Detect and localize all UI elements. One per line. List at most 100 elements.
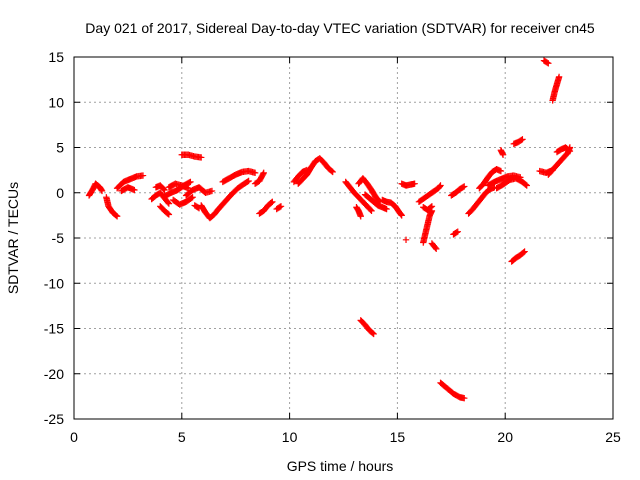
data-track <box>549 73 563 104</box>
x-tick-label: 10 <box>282 429 298 445</box>
data-point <box>113 213 121 220</box>
data-point <box>565 147 573 154</box>
data-track <box>342 178 375 215</box>
data-point <box>437 182 444 189</box>
data-track <box>290 166 311 186</box>
data-track <box>361 191 390 213</box>
data-point <box>544 59 551 66</box>
data-point <box>161 186 168 194</box>
grid-lines <box>74 57 613 419</box>
data-point <box>329 168 336 176</box>
data-track <box>152 182 168 194</box>
data-track <box>113 172 147 192</box>
data-point <box>397 211 405 218</box>
data-point <box>370 330 377 338</box>
y-tick-label: -10 <box>44 275 64 291</box>
data-point <box>497 167 505 175</box>
data-track <box>357 317 377 338</box>
data-point <box>368 207 375 215</box>
data-points <box>85 57 574 402</box>
data-point <box>269 198 276 205</box>
data-point <box>188 194 195 202</box>
data-point <box>436 183 444 190</box>
data-point <box>198 154 205 161</box>
data-point <box>520 249 527 256</box>
data-point <box>461 394 468 402</box>
data-track <box>420 207 436 246</box>
data-track <box>450 228 461 238</box>
data-track <box>169 194 196 208</box>
plot-frame <box>73 56 614 420</box>
data-point <box>521 248 528 255</box>
data-point <box>522 181 530 188</box>
data-track <box>353 204 364 220</box>
x-tick-label: 25 <box>605 429 621 445</box>
data-point <box>113 212 120 219</box>
data-point <box>566 147 574 155</box>
data-point <box>268 199 275 206</box>
y-tick-label: -25 <box>44 411 64 427</box>
data-point <box>98 187 106 195</box>
data-track <box>540 57 552 67</box>
y-tick-label: 10 <box>48 94 64 110</box>
data-point <box>519 136 526 143</box>
data-point <box>277 203 285 210</box>
data-track <box>497 147 507 158</box>
data-track <box>508 248 528 265</box>
data-point <box>545 60 552 67</box>
data-point <box>499 151 507 158</box>
data-track <box>157 203 173 218</box>
data-track <box>219 167 259 186</box>
x-tick-labels: 0 5 10 15 20 25 <box>70 429 621 445</box>
data-track <box>118 184 138 195</box>
x-tick-label: 0 <box>70 429 78 445</box>
data-point <box>186 179 193 186</box>
y-tick-label: -20 <box>44 366 64 382</box>
data-point <box>245 177 252 185</box>
data-point <box>328 168 336 175</box>
data-point <box>131 186 138 194</box>
data-point <box>459 183 467 191</box>
data-track <box>428 240 440 253</box>
data-track <box>295 155 336 187</box>
data-track <box>251 169 267 187</box>
data-track <box>553 144 574 156</box>
data-point <box>432 244 439 251</box>
y-tick-labels: 15 10 5 0 -5 -10 -15 -20 -25 <box>44 49 64 427</box>
data-point <box>398 212 405 219</box>
data-point <box>244 178 251 185</box>
y-tick-label: 15 <box>48 49 64 65</box>
data-point <box>165 200 173 207</box>
data-point <box>160 185 167 193</box>
data-point <box>357 213 364 220</box>
data-point <box>164 210 172 217</box>
data-point <box>518 136 525 144</box>
x-tick-label: 20 <box>497 429 513 445</box>
data-track <box>178 151 205 161</box>
data-track <box>273 203 285 213</box>
data-track <box>415 182 444 205</box>
data-point <box>189 194 196 201</box>
data-point <box>276 203 284 211</box>
data-point <box>555 73 563 81</box>
data-point <box>185 185 192 192</box>
data-track <box>379 196 405 219</box>
data-point <box>369 330 377 337</box>
data-point <box>367 206 374 214</box>
data-track <box>165 180 192 192</box>
data-point <box>251 169 259 177</box>
data-point <box>433 245 440 253</box>
data-track <box>448 183 468 199</box>
data-point <box>461 183 468 190</box>
data-track <box>103 194 121 220</box>
data-track <box>182 184 216 199</box>
data-point <box>259 170 267 178</box>
data-point <box>260 169 267 177</box>
y-axis-label: SDTVAR / TECUs <box>5 182 21 294</box>
y-tick-label: 5 <box>56 140 64 156</box>
data-track <box>215 177 252 213</box>
data-track <box>256 198 276 217</box>
data-point <box>187 178 194 186</box>
data-point <box>139 172 147 179</box>
